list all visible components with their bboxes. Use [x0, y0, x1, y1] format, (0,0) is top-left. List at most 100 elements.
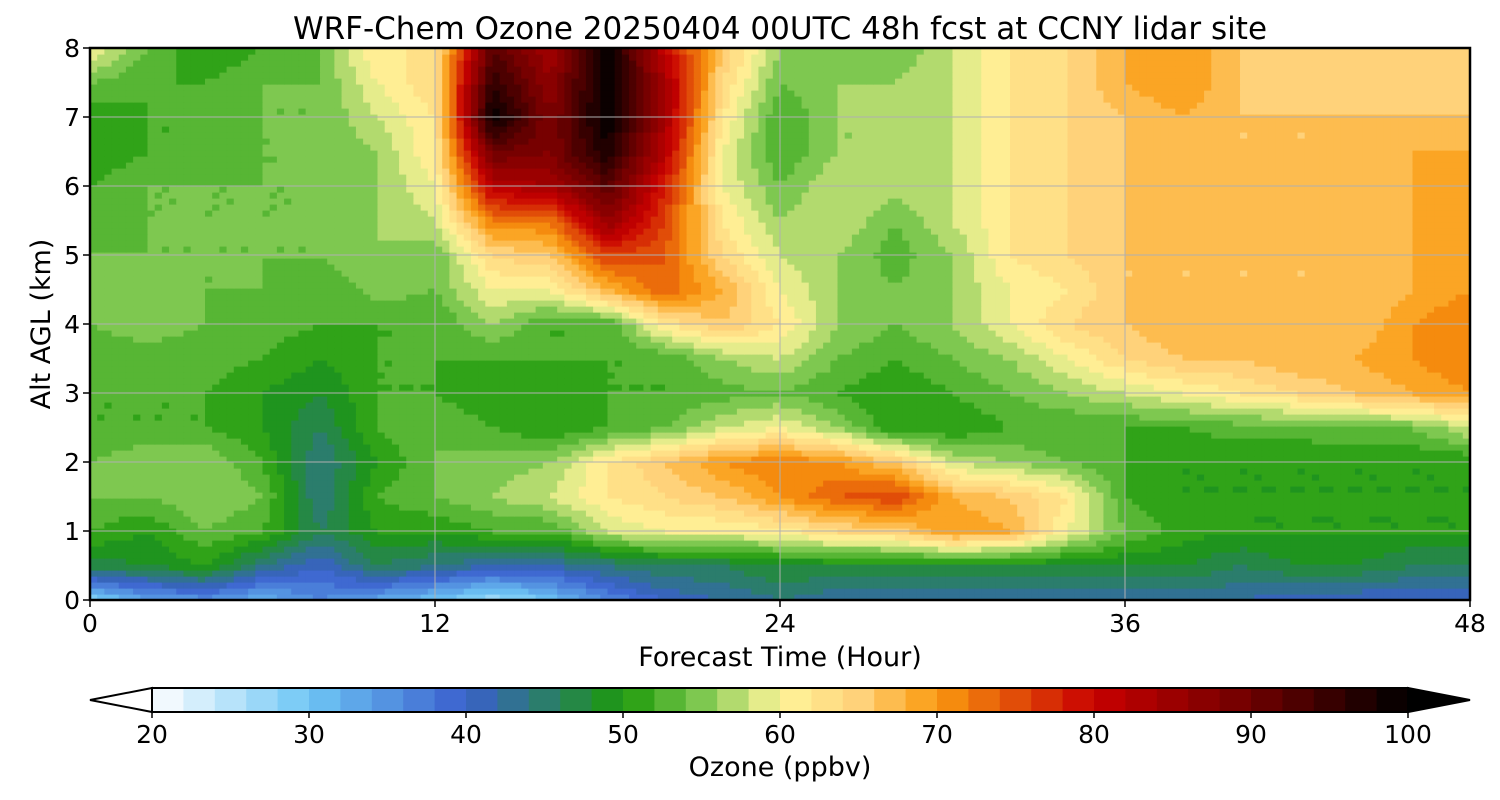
heatmap-cell	[542, 588, 551, 595]
heatmap-cell	[463, 474, 472, 481]
heatmap-cell	[600, 492, 609, 499]
heatmap-cell	[1182, 456, 1191, 463]
heatmap-cell	[585, 492, 594, 499]
heatmap-cell	[125, 522, 134, 529]
heatmap-cell	[399, 504, 407, 511]
heatmap-cell	[938, 540, 946, 547]
heatmap-cell	[1081, 588, 1090, 595]
heatmap-cell	[851, 498, 860, 505]
heatmap-cell	[1362, 564, 1370, 571]
heatmap-cell	[327, 576, 335, 583]
heatmap-cell	[1168, 582, 1176, 589]
heatmap-cell	[593, 558, 601, 565]
heatmap-cell	[959, 564, 968, 571]
heatmap-cell	[449, 576, 458, 583]
heatmap-cell	[1146, 504, 1155, 511]
heatmap-cell	[923, 456, 932, 463]
heatmap-cell	[808, 468, 817, 475]
heatmap-cell	[384, 504, 393, 511]
heatmap-cell	[1462, 534, 1471, 541]
heatmap-cell	[355, 576, 364, 583]
heatmap-cell	[255, 450, 264, 457]
heatmap-cell	[391, 456, 400, 463]
heatmap-cell	[938, 504, 946, 511]
heatmap-cell	[255, 510, 264, 517]
heatmap-cell	[650, 522, 659, 529]
heatmap-cell	[1426, 456, 1435, 463]
heatmap-cell	[571, 588, 580, 595]
heatmap-cell	[621, 546, 630, 553]
heatmap-cell	[1232, 540, 1241, 547]
heatmap-cell	[1139, 516, 1148, 523]
heatmap-cell	[427, 468, 436, 475]
heatmap-cell	[1125, 582, 1133, 589]
heatmap-cell	[650, 534, 659, 541]
heatmap-cell	[815, 492, 824, 499]
heatmap-cell	[305, 510, 314, 517]
heatmap-cell	[1376, 582, 1385, 589]
heatmap-cell	[269, 462, 278, 469]
heatmap-cell	[938, 594, 946, 601]
heatmap-cell	[521, 558, 530, 565]
heatmap-cell	[643, 516, 652, 523]
heatmap-cell	[420, 558, 429, 565]
heatmap-cell	[744, 588, 752, 595]
heatmap-cell	[1117, 498, 1126, 505]
heatmap-cell	[1060, 468, 1069, 475]
heatmap-cell	[945, 582, 954, 589]
heatmap-cell	[1326, 534, 1335, 541]
heatmap-cell	[334, 480, 343, 487]
heatmap-cell	[744, 558, 752, 565]
heatmap-cell	[1218, 510, 1227, 517]
heatmap-cell	[744, 522, 752, 529]
heatmap-cell	[363, 522, 371, 529]
heatmap-cell	[1304, 504, 1313, 511]
heatmap-cell	[765, 570, 774, 577]
heatmap-cell	[895, 504, 903, 511]
heatmap-cell	[1153, 510, 1162, 517]
heatmap-cell	[535, 468, 544, 475]
heatmap-cell	[801, 462, 810, 469]
heatmap-cell	[715, 558, 724, 565]
heatmap-cell	[90, 552, 98, 559]
heatmap-cell	[298, 522, 307, 529]
heatmap-cell	[1146, 570, 1155, 577]
heatmap-cell	[305, 534, 314, 541]
heatmap-cell	[887, 546, 896, 553]
heatmap-cell	[1132, 510, 1140, 517]
heatmap-cell	[485, 450, 494, 457]
heatmap-cell	[190, 516, 199, 523]
heatmap-cell	[1225, 456, 1234, 463]
heatmap-cell	[499, 570, 508, 577]
heatmap-cell	[226, 588, 235, 595]
heatmap-cell	[1225, 582, 1234, 589]
heatmap-cell	[1390, 534, 1399, 541]
heatmap-cell	[1347, 540, 1356, 547]
heatmap-cell	[478, 444, 486, 451]
heatmap-cell	[780, 468, 788, 475]
heatmap-cell	[90, 444, 98, 451]
heatmap-cell	[744, 492, 752, 499]
heatmap-cell	[808, 492, 817, 499]
heatmap-cell	[952, 582, 961, 589]
heatmap-cell	[420, 492, 429, 499]
heatmap-cell	[1261, 534, 1270, 541]
heatmap-cell	[1139, 474, 1148, 481]
heatmap-cell	[1254, 582, 1263, 589]
heatmap-cell	[1096, 444, 1105, 451]
heatmap-cell	[284, 522, 292, 529]
heatmap-cell	[506, 576, 515, 583]
heatmap-cell	[485, 534, 494, 541]
heatmap-cell	[571, 462, 580, 469]
heatmap-cell	[1196, 522, 1205, 529]
heatmap-cell	[111, 474, 120, 481]
heatmap-cell	[629, 546, 637, 553]
heatmap-cell	[1311, 552, 1320, 559]
heatmap-cell	[715, 522, 724, 529]
heatmap-cell	[420, 516, 429, 523]
heatmap-cell	[923, 492, 932, 499]
heatmap-cell	[111, 594, 120, 601]
heatmap-cell	[744, 462, 752, 469]
heatmap-cell	[571, 582, 580, 589]
heatmap-cell	[413, 462, 422, 469]
